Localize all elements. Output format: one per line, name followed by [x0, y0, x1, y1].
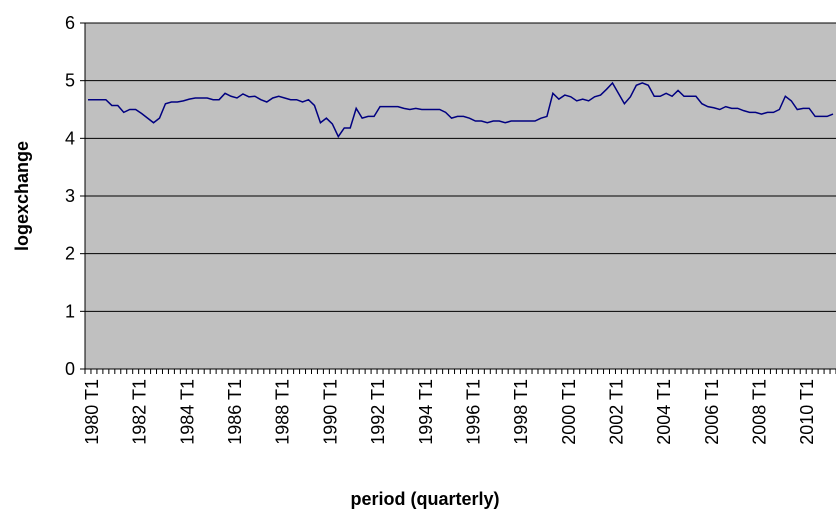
x-tick-label: 2006 T1 [702, 379, 722, 445]
x-tick-label: 1980 T1 [82, 379, 102, 445]
x-tick-label: 2008 T1 [750, 379, 770, 445]
x-tick-label: 2000 T1 [559, 379, 579, 445]
x-tick-label: 2010 T1 [797, 379, 817, 445]
x-tick-label: 1996 T1 [463, 379, 483, 445]
y-axis-label: logexchange [12, 141, 32, 251]
x-tick-label: 1984 T1 [177, 379, 197, 445]
x-tick-label: 1986 T1 [225, 379, 245, 445]
x-tick-label: 1992 T1 [368, 379, 388, 445]
y-tick-label: 1 [65, 301, 75, 321]
x-tick-label: 2004 T1 [654, 379, 674, 445]
y-tick-label: 3 [65, 186, 75, 206]
x-tick-label: 2002 T1 [606, 379, 626, 445]
x-tick-label: 1990 T1 [320, 379, 340, 445]
x-tick-label: 1998 T1 [511, 379, 531, 445]
x-tick-label: 1982 T1 [130, 379, 150, 445]
y-tick-label: 6 [65, 13, 75, 33]
x-tick-label: 1988 T1 [273, 379, 293, 445]
y-tick-label: 2 [65, 244, 75, 264]
x-axis-label: period (quarterly) [350, 489, 499, 509]
x-tick-label: 1994 T1 [416, 379, 436, 445]
data-line [87, 81, 834, 139]
y-tick-label: 0 [65, 359, 75, 379]
y-tick-label: 4 [65, 128, 75, 148]
y-tick-label: 5 [65, 71, 75, 91]
